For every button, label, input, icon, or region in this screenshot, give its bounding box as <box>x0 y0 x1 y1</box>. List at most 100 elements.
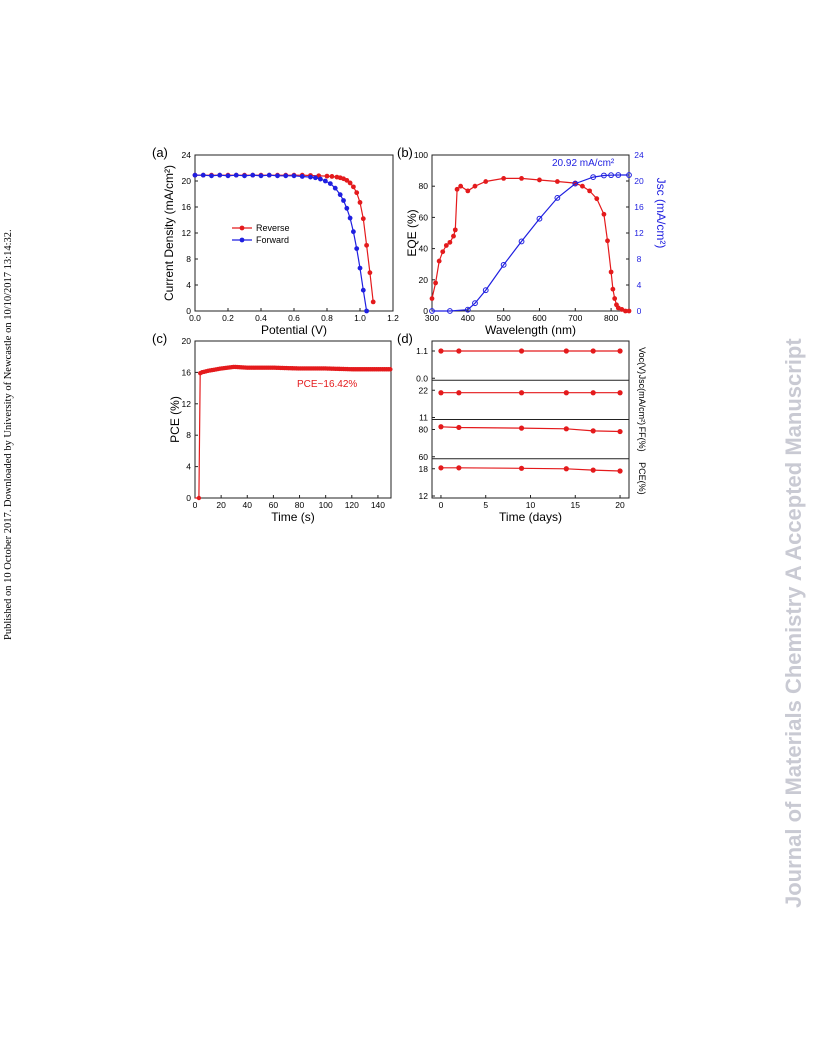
panel-a-series-forward-point <box>344 205 350 211</box>
panel-d-ytick-label: 12 <box>419 491 429 501</box>
panel-a-series-forward-point <box>250 172 256 178</box>
panel-b-series-eqe-point <box>440 249 446 255</box>
panel-d-point <box>518 348 525 354</box>
panel-d-sublabel: Voc(V) <box>637 347 647 374</box>
panel-b-series-jsc-point <box>626 172 632 178</box>
panel-d-ytick-label: 22 <box>419 385 429 395</box>
panel-c-label: (c) <box>152 331 167 346</box>
panel-b-series-eqe-point <box>594 196 600 202</box>
panel-c-annotation: PCE~16.42% <box>297 379 357 390</box>
panel-d-point <box>456 424 462 431</box>
panel-b-series-eqe-point <box>433 280 438 286</box>
panel-b-series-jsc-point <box>615 172 622 178</box>
panel-a-ylabel: Current Density (mA/cm²) <box>162 165 176 301</box>
panel-c-ytick-label: 8 <box>186 430 191 440</box>
panel-d-point <box>617 390 623 396</box>
panel-a-series-forward-point <box>291 173 297 179</box>
panel-d-series-line <box>441 467 621 472</box>
panel-a-series-forward-point <box>347 215 353 221</box>
panel-a-series-forward-point <box>341 198 346 203</box>
panel-c-series-pce-line <box>195 366 391 499</box>
panel-a-series-forward-point <box>283 173 289 179</box>
panel-a-series-reverse-point <box>354 190 360 196</box>
panel-b-series-eqe-point <box>587 188 592 194</box>
panel-d-point <box>563 348 569 354</box>
panel-b-xtick-label: 500 <box>497 313 511 323</box>
panel-d-point <box>617 428 623 435</box>
panel-a-series-forward-point <box>332 185 338 191</box>
panel-b-series-eqe-point <box>601 211 607 217</box>
panel-b-y2label: Jsc (mA/cm²) <box>654 178 668 249</box>
panel-b-series-eqe-point <box>447 239 453 245</box>
panel-d-xtick-label: 10 <box>526 500 536 510</box>
panel-a-series-forward-point <box>308 174 313 180</box>
panel-b-series-jsc-point <box>518 238 525 245</box>
panel-d-label: (d) <box>397 331 413 346</box>
panel-d-xtick-label: 20 <box>615 500 625 510</box>
panel-b-frame <box>431 154 630 312</box>
panel-a-series-forward-point <box>275 173 280 179</box>
panel-d-xtick-label: 0 <box>439 500 444 510</box>
panel-b-y2tick-label: 12 <box>634 228 644 238</box>
panel-a-series-forward-point <box>233 172 239 178</box>
panel-d-point <box>518 465 525 471</box>
panel-a-ytick-label: 8 <box>186 254 191 264</box>
panel-b-series-eqe-point <box>610 286 616 292</box>
panel-d-point <box>438 424 444 430</box>
panel-d-ytick-label: 60 <box>419 452 429 462</box>
panel-a-series-forward-point <box>225 173 231 179</box>
panel-d-point <box>563 466 569 472</box>
panel-b-series-eqe-point <box>608 269 614 275</box>
panel-b-series-eqe-point <box>436 258 442 264</box>
panel-b-y2tick-label: 4 <box>637 280 642 290</box>
panel-b-series-eqe-point <box>454 186 460 192</box>
panel-a-series-forward-point <box>360 287 366 293</box>
panel-b-series-jsc-point <box>472 300 478 307</box>
panel-a-ytick-label: 24 <box>182 150 192 160</box>
panel-b-series-jsc-point <box>572 180 579 187</box>
panel-d-point <box>590 428 596 434</box>
panel-d-point <box>438 465 444 471</box>
panel-a-series-reverse-point <box>367 270 373 276</box>
panel-b-series-eqe-point <box>615 305 621 311</box>
panel-a-series-forward-point <box>209 173 214 179</box>
panel-a-series-forward-point <box>258 173 264 179</box>
panel-b-series-jsc-point <box>608 172 614 179</box>
panel-b-label: (b) <box>397 145 413 160</box>
panel-d-point <box>438 390 444 396</box>
panel-c-ytick-label: 4 <box>186 462 191 472</box>
panel-b-y2tick-label: 20 <box>634 176 644 186</box>
panel-d-point <box>563 390 569 396</box>
panel-b-xtick-label: 600 <box>532 313 546 323</box>
panel-b-series-jsc-point <box>429 308 435 314</box>
panel-b-series-jsc-point <box>536 215 543 222</box>
panel-a-series-reverse-point <box>344 177 350 183</box>
panel-b-series-eqe-point <box>458 183 464 189</box>
panel-b-xtick-label: 700 <box>568 313 582 323</box>
panel-a-ytick-label: 12 <box>182 228 192 238</box>
panel-a-series-forward-point <box>318 176 323 182</box>
panel-a-xtick-label: 0.2 <box>222 313 234 323</box>
panel-d-point <box>456 390 462 396</box>
panel-a-series-reverse-point <box>364 242 369 248</box>
panel-a-series-forward-point <box>242 173 247 179</box>
panel-b-series-eqe-point <box>443 243 449 248</box>
panel-d-point <box>518 390 525 396</box>
panel-b-annotation: 20.92 mA/cm² <box>552 158 615 169</box>
panel-c-ylabel: PCE (%) <box>168 396 182 443</box>
panel-d-point <box>617 468 623 474</box>
panel-a-ytick-label: 16 <box>182 202 192 212</box>
panel-b-series-eqe-point <box>623 308 628 314</box>
panel-a-xtick-label: 0.4 <box>255 313 267 323</box>
panel-a-series-forward-point <box>337 192 343 198</box>
panel-d-ytick-label: 0.0 <box>416 373 428 383</box>
panel-b-series-eqe-point <box>537 177 542 183</box>
panel-b-y2tick-label: 0 <box>637 306 642 316</box>
panel-c-xtick-label: 40 <box>243 500 253 510</box>
panel-b-ytick-label: 80 <box>419 181 429 191</box>
panel-b-ytick-label: 0 <box>423 306 428 316</box>
panel-b-series-eqe-point <box>472 183 478 189</box>
panel-c-xtick-label: 0 <box>193 500 198 510</box>
panel-c-xtick-label: 80 <box>295 500 305 510</box>
